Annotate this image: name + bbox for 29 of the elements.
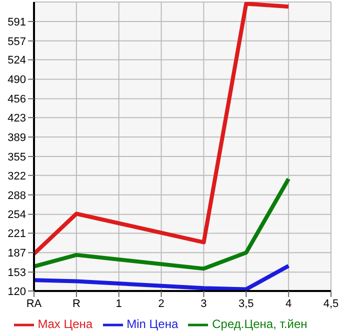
- y-tick-label: 591: [8, 16, 26, 28]
- x-tick-label: 3,5: [238, 298, 254, 310]
- y-tick-label: 187: [8, 248, 26, 260]
- y-tick-label: 524: [8, 54, 26, 67]
- legend-label: Max Цена: [38, 317, 93, 332]
- line-series: [32, 264, 291, 291]
- y-tick-label: 153: [8, 267, 26, 280]
- legend-label: Min Цена: [126, 317, 178, 332]
- x-tick-label: 4: [286, 298, 292, 310]
- y-tick-label: 288: [8, 190, 26, 202]
- y-tick-label: 456: [8, 94, 26, 106]
- line-series: [32, 176, 291, 271]
- y-tick-label: 120: [8, 286, 26, 298]
- y-tick-label: 355: [8, 151, 26, 164]
- x-tick-label: R: [72, 298, 80, 310]
- y-tick-label: 557: [8, 36, 26, 48]
- y-tick-label: 423: [8, 112, 26, 125]
- x-tick-label: 3: [200, 298, 207, 310]
- y-tick-label: 490: [8, 74, 26, 86]
- y-tick-label: 221: [8, 228, 26, 240]
- x-tick-label: 4,5: [323, 298, 339, 310]
- x-tick-label: 1: [116, 298, 122, 310]
- line-series: [32, 2, 291, 256]
- x-tick-label: 2: [158, 298, 164, 310]
- legend-label: Сред.Цена, т.йен: [212, 317, 308, 332]
- y-tick-label: 254: [8, 209, 26, 222]
- y-tick-label: 322: [8, 170, 26, 182]
- x-tick-label: RA: [26, 298, 42, 310]
- y-tick-label: 389: [8, 132, 26, 144]
